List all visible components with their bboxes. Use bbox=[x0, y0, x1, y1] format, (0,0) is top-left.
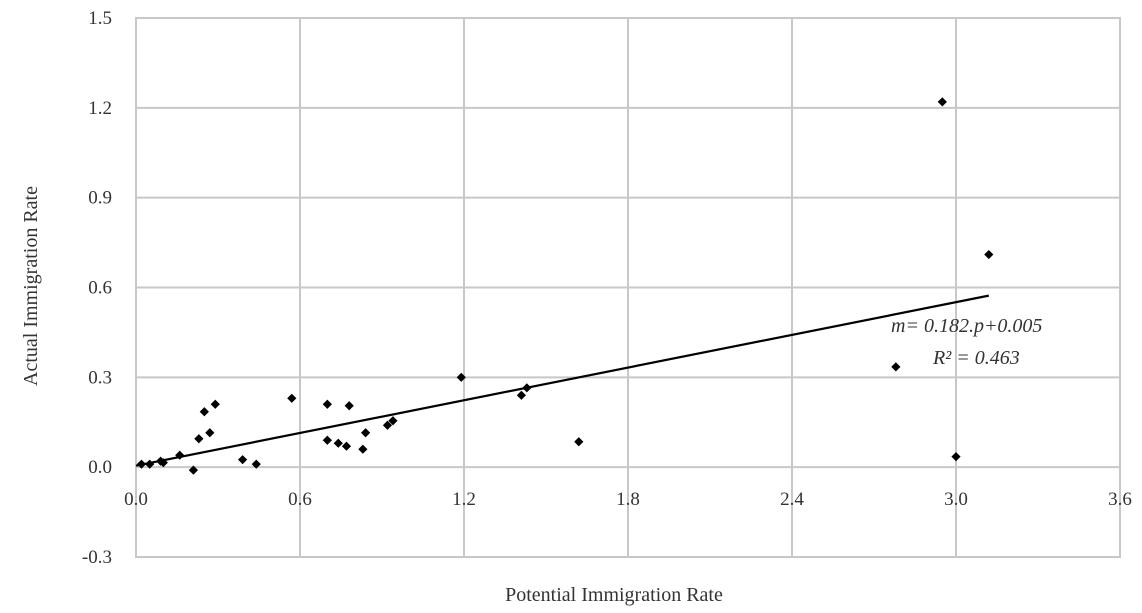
data-point bbox=[382, 420, 393, 430]
data-point bbox=[322, 399, 332, 409]
trendline-layer bbox=[135, 294, 990, 467]
data-point bbox=[322, 435, 332, 445]
x-axis-title: Potential Immigration Rate bbox=[505, 584, 723, 606]
x-tick-label: 1.8 bbox=[616, 489, 640, 510]
data-point bbox=[287, 393, 297, 403]
data-point bbox=[175, 450, 185, 460]
x-tick-label: 3.0 bbox=[944, 489, 968, 510]
data-point bbox=[251, 459, 261, 469]
x-tick-label: 1.2 bbox=[452, 489, 476, 510]
data-point bbox=[344, 401, 354, 411]
tick-labels: 0.0 0.6 1.2 1.8 2.4 3.0 3.6 -0.3 0.0 0.3 0.6 0.9 1.2… bbox=[82, 8, 1132, 568]
y-tick-label: 1.5 bbox=[88, 8, 112, 29]
data-point bbox=[358, 444, 368, 454]
x-tick-label: 0.0 bbox=[124, 489, 148, 510]
data-point bbox=[516, 390, 526, 400]
trendline-equation: m= 0.182.p+0.005 bbox=[891, 315, 1042, 337]
y-axis-title: Actual Immigration Rate bbox=[20, 186, 42, 386]
x-tick-label: 0.6 bbox=[288, 489, 312, 510]
data-point bbox=[194, 434, 204, 444]
x-tick-label: 2.4 bbox=[780, 489, 804, 510]
data-point bbox=[361, 428, 371, 438]
data-point bbox=[145, 459, 155, 469]
data-point bbox=[333, 438, 343, 448]
data-point bbox=[984, 249, 994, 260]
y-tick-label: 0.0 bbox=[88, 457, 112, 478]
data-point bbox=[188, 465, 198, 475]
data-points bbox=[136, 97, 994, 475]
data-point bbox=[951, 452, 961, 462]
data-point bbox=[937, 97, 947, 107]
data-point bbox=[341, 441, 352, 451]
x-tick-label: 3.6 bbox=[1108, 489, 1132, 510]
y-tick-label: 0.9 bbox=[88, 188, 112, 209]
data-point bbox=[158, 458, 168, 468]
r-squared-label: R² = 0.463 bbox=[932, 347, 1020, 369]
y-tick-label: -0.3 bbox=[82, 547, 112, 568]
trendline bbox=[135, 294, 990, 467]
data-point bbox=[388, 416, 398, 426]
grid-layer bbox=[135, 17, 1121, 558]
data-point bbox=[238, 455, 248, 465]
data-point bbox=[891, 362, 901, 372]
data-point bbox=[136, 459, 147, 469]
y-tick-label: 0.3 bbox=[88, 367, 112, 388]
data-point bbox=[210, 399, 220, 409]
y-tick-label: 1.2 bbox=[88, 98, 112, 119]
data-point bbox=[522, 383, 532, 393]
data-point bbox=[456, 372, 466, 382]
data-point bbox=[199, 407, 209, 417]
data-point bbox=[574, 437, 584, 447]
y-tick-label: 0.6 bbox=[88, 278, 112, 299]
data-point bbox=[205, 428, 215, 438]
